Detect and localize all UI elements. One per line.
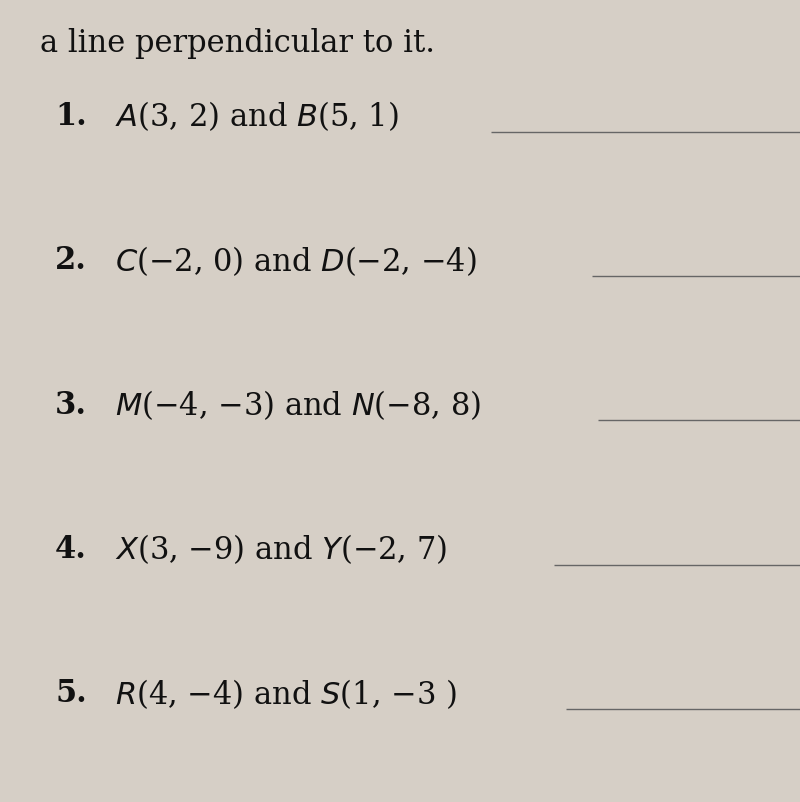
Text: $\mathit{M}$(−4, −3) and $\mathit{N}$(−8, 8): $\mathit{M}$(−4, −3) and $\mathit{N}$(−8… <box>115 388 481 422</box>
Text: 3.: 3. <box>55 390 87 420</box>
Text: $\mathit{X}$(3, −9) and $\mathit{Y}$(−2, 7): $\mathit{X}$(3, −9) and $\mathit{Y}$(−2,… <box>115 533 447 566</box>
Text: $\mathit{C}$(−2, 0) and $\mathit{D}$(−2, −4): $\mathit{C}$(−2, 0) and $\mathit{D}$(−2,… <box>115 244 477 277</box>
Text: 5.: 5. <box>55 678 86 709</box>
Text: a line perpendicular to it.: a line perpendicular to it. <box>40 28 435 59</box>
Text: 2.: 2. <box>55 245 87 276</box>
Text: 4.: 4. <box>55 534 87 565</box>
Text: $\mathit{A}$(3, 2) and $\mathit{B}$(5, 1): $\mathit{A}$(3, 2) and $\mathit{B}$(5, 1… <box>115 99 398 133</box>
Text: 1.: 1. <box>55 101 86 132</box>
Text: $\mathit{R}$(4, −4) and $\mathit{S}$(1, −3 ): $\mathit{R}$(4, −4) and $\mathit{S}$(1, … <box>115 677 457 711</box>
